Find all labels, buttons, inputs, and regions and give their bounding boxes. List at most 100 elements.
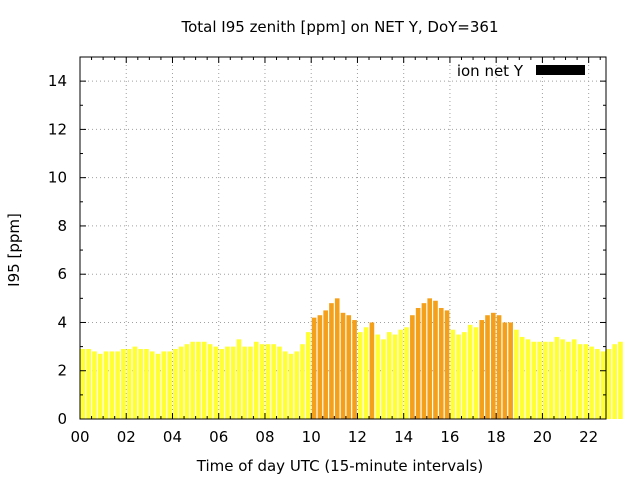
bar	[138, 349, 144, 419]
bar	[508, 322, 513, 419]
bar	[184, 344, 190, 419]
bar	[554, 336, 560, 419]
bar	[456, 334, 461, 419]
bar	[253, 341, 259, 419]
plot-frame	[79, 56, 607, 420]
x-tick-label: 22	[579, 428, 598, 446]
bar	[433, 300, 438, 419]
bar	[196, 341, 201, 419]
bar	[381, 339, 386, 419]
bar	[502, 322, 508, 419]
bar	[519, 336, 525, 419]
bar	[410, 315, 415, 419]
legend-label: ion net Y	[457, 62, 524, 80]
y-tick-label: 8	[57, 217, 67, 235]
bar	[294, 351, 300, 419]
bar	[479, 320, 485, 419]
bar	[92, 351, 97, 419]
bar	[271, 344, 276, 419]
x-tick-label: 06	[209, 428, 228, 446]
bar	[190, 341, 196, 419]
y-tick-label: 12	[48, 120, 67, 138]
bar	[618, 341, 623, 419]
x-axis-label: Time of day UTC (15-minute intervals)	[196, 457, 483, 475]
y-tick-label: 4	[57, 313, 67, 331]
bar	[340, 312, 346, 419]
bar	[144, 349, 149, 419]
x-tick-label: 00	[70, 428, 89, 446]
bar	[121, 349, 126, 419]
bar	[242, 346, 248, 419]
x-tick-label: 18	[487, 428, 506, 446]
bar	[427, 298, 433, 419]
y-tick-label: 0	[57, 410, 67, 428]
bar	[161, 351, 167, 419]
bar	[230, 346, 236, 419]
legend-swatch	[536, 65, 585, 75]
bar	[583, 344, 589, 419]
x-tick-label: 02	[117, 428, 136, 446]
bar	[606, 349, 612, 419]
bar	[542, 341, 548, 419]
bar	[398, 329, 404, 419]
bar	[86, 349, 91, 419]
bar	[167, 351, 172, 419]
bar	[259, 344, 265, 419]
bar	[496, 315, 502, 419]
bar	[438, 307, 444, 419]
y-tick-label: 14	[48, 72, 67, 90]
bar	[392, 334, 398, 419]
bar	[306, 332, 311, 419]
bar	[97, 353, 103, 419]
bar	[421, 303, 427, 419]
bar	[612, 344, 617, 419]
bar	[155, 353, 161, 419]
bar	[450, 329, 456, 419]
grid-lines	[80, 57, 606, 419]
x-tick-label: 12	[348, 428, 367, 446]
bar	[282, 351, 288, 419]
bar	[386, 332, 392, 419]
bar	[126, 349, 132, 419]
bar	[369, 322, 375, 419]
bar	[358, 332, 363, 419]
bar	[571, 339, 577, 419]
bar	[115, 351, 120, 419]
bar	[201, 341, 207, 419]
bar	[444, 310, 450, 419]
bar	[311, 317, 317, 419]
bar	[329, 303, 334, 419]
bar	[225, 346, 230, 419]
bar	[462, 332, 467, 419]
y-tick-label: 2	[57, 362, 67, 380]
x-tick-label: 14	[394, 428, 413, 446]
bar	[514, 329, 519, 419]
bar	[490, 312, 496, 419]
bar-series	[80, 298, 623, 419]
chart-title: Total I95 zenith [ppm] on NET Y, DoY=361	[180, 18, 498, 36]
x-tick-label: 08	[255, 428, 274, 446]
bar	[566, 341, 571, 419]
bar	[300, 344, 305, 419]
bar	[352, 320, 357, 419]
bar	[525, 339, 531, 419]
y-tick-label: 10	[48, 169, 67, 187]
bar	[404, 327, 409, 419]
bar	[363, 327, 369, 419]
bar	[213, 346, 219, 419]
x-tick-label: 10	[302, 428, 321, 446]
bar	[236, 339, 242, 419]
bar	[595, 349, 600, 419]
bar	[173, 349, 178, 419]
bar	[323, 310, 328, 419]
bar	[132, 346, 138, 419]
bar	[473, 327, 479, 419]
bar	[589, 346, 594, 419]
bar	[317, 315, 323, 419]
bar	[346, 315, 352, 419]
bar	[600, 351, 606, 419]
x-tick-label: 20	[533, 428, 552, 446]
bar	[467, 324, 473, 419]
